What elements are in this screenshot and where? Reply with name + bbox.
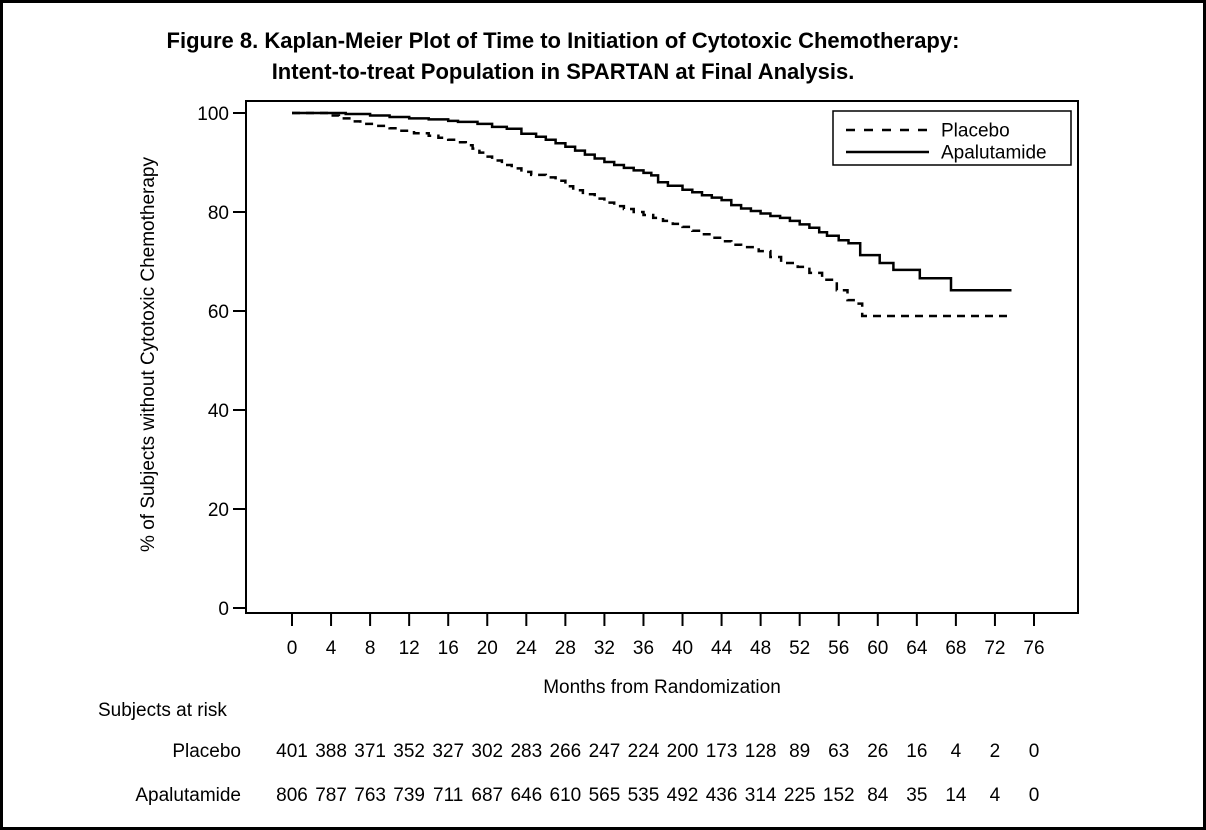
x-axis-tick-label: 64: [906, 638, 928, 659]
risk-count: 0: [1029, 741, 1040, 762]
risk-count: 247: [589, 741, 621, 762]
risk-count: 16: [906, 741, 927, 762]
x-axis-tick-label: 24: [516, 638, 538, 659]
risk-count: 4: [990, 785, 1001, 806]
risk-table-header: Subjects at risk: [98, 700, 227, 721]
risk-count: 492: [667, 785, 699, 806]
risk-count: 787: [315, 785, 347, 806]
risk-count: 0: [1029, 785, 1040, 806]
legend-label-placebo: Placebo: [941, 121, 1010, 142]
risk-count: 711: [433, 785, 463, 806]
risk-count: 63: [828, 741, 849, 762]
legend-box: [832, 110, 1072, 166]
y-axis-tick-label: 80: [208, 203, 229, 224]
x-axis-tick-label: 40: [672, 638, 693, 659]
x-axis-tick-label: 12: [399, 638, 420, 659]
risk-count: 610: [550, 785, 582, 806]
risk-count: 314: [745, 785, 777, 806]
risk-count: 352: [393, 741, 425, 762]
figure-title-line2: Intent-to-treat Population in SPARTAN at…: [271, 59, 855, 84]
x-axis-tick-label: 48: [750, 638, 771, 659]
risk-count: 687: [471, 785, 503, 806]
x-axis-tick-label: 36: [633, 638, 654, 659]
risk-count: 35: [906, 785, 927, 806]
risk-count: 535: [628, 785, 660, 806]
placebo-curve: [292, 111, 1012, 318]
x-axis-tick-label: 4: [326, 638, 337, 659]
risk-count: 388: [315, 741, 347, 762]
risk-count: 224: [628, 741, 660, 762]
x-axis-tick-label: 0: [287, 638, 298, 659]
x-axis-tick-label: 8: [365, 638, 376, 659]
risk-count: 2: [990, 741, 1001, 762]
x-axis-tick-label: 72: [984, 638, 1005, 659]
risk-count: 763: [354, 785, 386, 806]
x-axis-tick-label: 44: [711, 638, 733, 659]
risk-count: 128: [745, 741, 777, 762]
risk-count: 371: [354, 741, 386, 762]
x-axis-tick-label: 28: [555, 638, 576, 659]
x-axis-tick-label: 76: [1023, 638, 1044, 659]
y-axis-tick-label: 40: [208, 401, 229, 422]
x-axis-tick-label: 20: [477, 638, 498, 659]
risk-count: 806: [276, 785, 308, 806]
risk-count: 26: [867, 741, 888, 762]
risk-count: 283: [510, 741, 542, 762]
risk-count: 225: [784, 785, 816, 806]
risk-count: 739: [393, 785, 425, 806]
risk-count: 565: [589, 785, 621, 806]
x-axis-tick-label: 16: [438, 638, 459, 659]
figure-title: Figure 8. Kaplan-Meier Plot of Time to I…: [26, 25, 1100, 87]
risk-count: 4: [951, 741, 962, 762]
x-axis-tick-label: 68: [945, 638, 966, 659]
x-axis-tick-label: 32: [594, 638, 615, 659]
risk-count: 89: [789, 741, 810, 762]
risk-count: 302: [471, 741, 503, 762]
risk-count: 14: [945, 785, 967, 806]
risk-count: 173: [706, 741, 738, 762]
risk-row-label-placebo: Placebo: [172, 741, 241, 762]
risk-count: 200: [667, 741, 699, 762]
y-axis-tick-label: 100: [197, 104, 229, 125]
x-axis-tick-label: 60: [867, 638, 888, 659]
risk-count: 436: [706, 785, 738, 806]
y-axis-tick-label: 0: [218, 599, 229, 620]
risk-row-label-apalutamide: Apalutamide: [135, 785, 241, 806]
risk-count: 646: [510, 785, 542, 806]
apalutamide-curve: [292, 111, 1012, 292]
plot-frame: [245, 100, 1079, 614]
risk-count: 266: [550, 741, 582, 762]
risk-count: 327: [432, 741, 464, 762]
y-axis-tick-label: 60: [208, 302, 229, 323]
y-axis-title: % of Subjects without Cytotoxic Chemothe…: [138, 157, 159, 552]
risk-count: 84: [867, 785, 889, 806]
figure-title-line1: Figure 8. Kaplan-Meier Plot of Time to I…: [166, 28, 960, 53]
legend-label-apalutamide: Apalutamide: [941, 143, 1047, 164]
risk-count: 401: [276, 741, 308, 762]
x-axis-tick-label: 52: [789, 638, 810, 659]
x-axis-tick-label: 56: [828, 638, 849, 659]
risk-count: 152: [823, 785, 855, 806]
x-axis-title: Months from Randomization: [543, 677, 781, 698]
y-axis-tick-label: 20: [208, 500, 229, 521]
